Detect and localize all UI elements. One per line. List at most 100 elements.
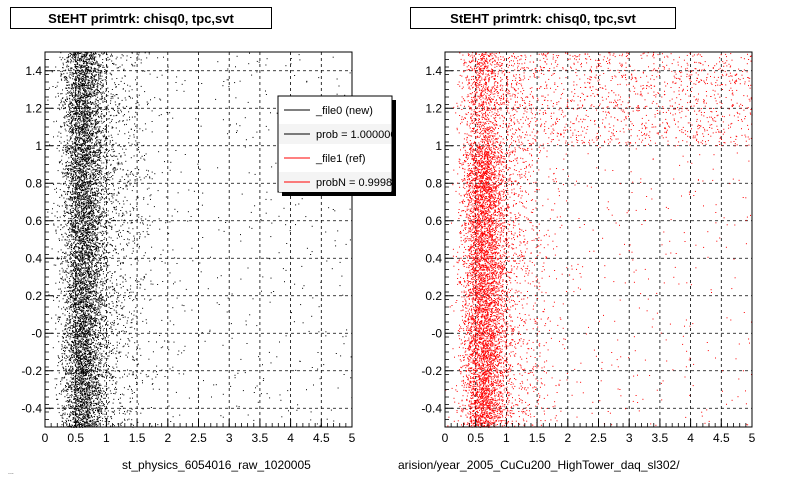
scatter-point: [88, 244, 90, 246]
scatter-point: [107, 261, 109, 263]
scatter-point: [115, 383, 117, 385]
scatter-point: [118, 234, 119, 236]
scatter-point: [92, 371, 94, 373]
scatter-point: [95, 298, 97, 300]
scatter-point: [158, 115, 160, 117]
scatter-point: [78, 71, 80, 73]
scatter-point: [69, 325, 71, 327]
scatter-point: [149, 260, 151, 262]
scatter-point: [109, 366, 110, 367]
scatter-point: [88, 222, 90, 224]
scatter-point: [78, 329, 80, 331]
scatter-point: [112, 151, 114, 153]
scatter-point: [105, 58, 107, 60]
scatter-point: [239, 80, 241, 82]
scatter-point: [110, 114, 112, 116]
scatter-point: [106, 128, 107, 130]
scatter-point: [148, 170, 149, 172]
scatter-point: [86, 168, 88, 170]
scatter-point: [100, 184, 102, 186]
scatter-point: [90, 250, 92, 252]
scatter-point: [111, 136, 113, 138]
scatter-point: [95, 285, 97, 287]
scatter-point: [95, 198, 96, 200]
scatter-point: [82, 402, 84, 404]
scatter-point: [81, 150, 82, 152]
scatter-point: [319, 425, 321, 427]
scatter-point: [99, 344, 101, 345]
scatter-point: [92, 193, 94, 195]
scatter-point: [97, 278, 99, 280]
scatter-point: [129, 386, 131, 388]
scatter-point: [69, 246, 71, 248]
scatter-point: [88, 268, 90, 270]
scatter-point: [136, 127, 138, 129]
scatter-point: [88, 250, 90, 252]
scatter-point: [172, 416, 174, 418]
scatter-point: [100, 81, 101, 83]
scatter-point: [76, 175, 78, 177]
scatter-point: [72, 189, 73, 191]
scatter-point: [89, 409, 91, 411]
scatter-point: [70, 111, 72, 113]
scatter-point: [79, 106, 81, 108]
scatter-point: [100, 120, 102, 122]
scatter-point: [77, 278, 79, 280]
scatter-point: [87, 312, 89, 314]
scatter-point: [97, 298, 99, 300]
scatter-point: [97, 396, 99, 398]
scatter-point: [122, 276, 124, 278]
scatter-point: [91, 147, 93, 149]
scatter-point: [87, 155, 89, 157]
scatter-point: [256, 131, 258, 133]
scatter-point: [57, 81, 59, 83]
scatter-point: [137, 260, 139, 262]
scatter-point: [81, 248, 83, 250]
scatter-point: [220, 275, 222, 277]
scatter-point: [126, 212, 128, 214]
scatter-point: [102, 216, 104, 218]
scatter-point: [91, 56, 93, 58]
scatter-point: [86, 138, 88, 140]
scatter-point: [56, 297, 58, 298]
scatter-point: [82, 317, 84, 319]
scatter-point: [66, 90, 68, 91]
scatter-point: [75, 405, 77, 407]
scatter-point: [62, 389, 64, 391]
scatter-point: [103, 256, 105, 258]
scatter-point: [66, 300, 68, 302]
scatter-point: [94, 122, 96, 124]
scatter-point: [69, 358, 71, 360]
scatter-point: [126, 182, 128, 184]
scatter-point: [89, 190, 91, 192]
scatter-point: [81, 128, 83, 130]
scatter-point: [67, 372, 69, 374]
scatter-point: [63, 73, 65, 75]
scatter-point: [80, 256, 82, 258]
scatter-point: [89, 371, 90, 373]
scatter-point: [77, 402, 79, 404]
series-points: [47, 52, 353, 428]
scatter-point: [109, 140, 111, 142]
scatter-point: [91, 334, 93, 336]
scatter-point: [79, 89, 81, 91]
scatter-point: [92, 135, 94, 137]
scatter-point: [74, 85, 76, 87]
scatter-point: [89, 88, 91, 90]
scatter-point: [87, 66, 89, 67]
scatter-point: [143, 144, 145, 146]
scatter-point: [74, 226, 76, 228]
scatter-point: [102, 376, 104, 378]
scatter-point: [104, 191, 106, 192]
scatter-point: [106, 193, 108, 195]
scatter-point: [87, 311, 89, 312]
scatter-point: [77, 93, 79, 95]
scatter-point: [129, 413, 131, 415]
scatter-point: [94, 152, 96, 154]
scatter-point: [70, 411, 71, 413]
scatter-point: [66, 139, 68, 141]
scatter-point: [77, 74, 79, 76]
scatter-point: [93, 161, 95, 162]
scatter-point: [74, 93, 76, 95]
scatter-point: [75, 162, 77, 164]
